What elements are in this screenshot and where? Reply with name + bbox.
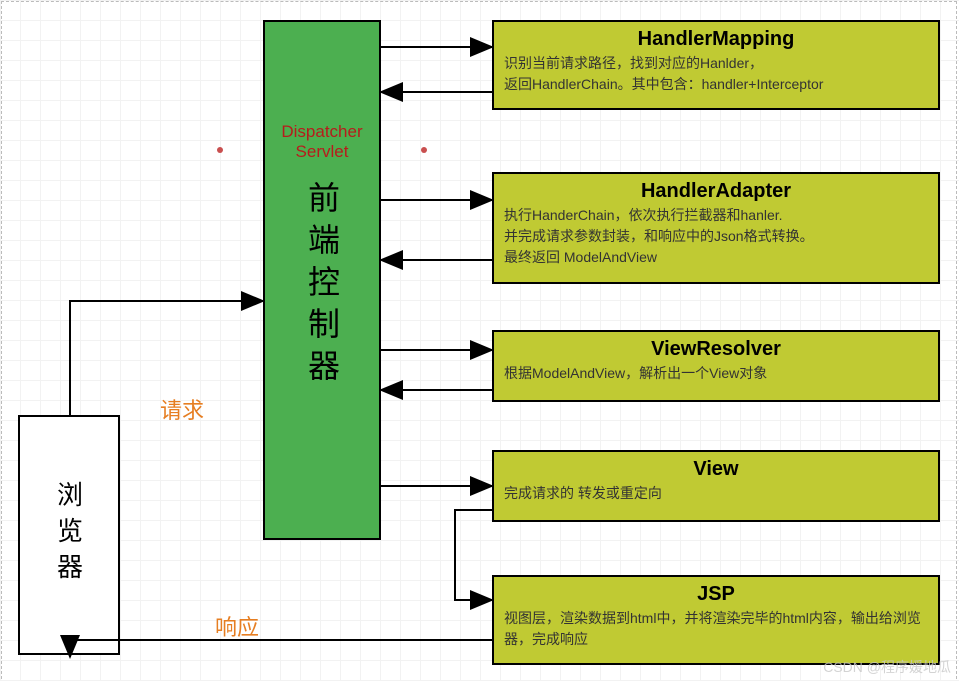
node-view: View 完成请求的 转发或重定向 (492, 450, 940, 522)
handler-mapping-title: HandlerMapping (494, 22, 938, 53)
node-jsp: JSP 视图层，渲染数据到html中，并将渲染完毕的html内容，输出给浏览器，… (492, 575, 940, 665)
edge-label-response: 响应 (215, 610, 259, 642)
dispatcher-label-cn: 前端控制器 (299, 181, 345, 391)
node-handler-adapter: HandlerAdapter 执行HanderChain，依次执行拦截器和han… (492, 172, 940, 284)
node-view-resolver: ViewResolver 根据ModelAndView，解析出一个View对象 (492, 330, 940, 402)
view-title: View (494, 452, 938, 483)
handle-dot (217, 147, 223, 153)
browser-label: 浏览器 (51, 481, 88, 589)
jsp-desc: 视图层，渲染数据到html中，并将渲染完毕的html内容，输出给浏览器，完成响应 (494, 608, 938, 658)
view-desc: 完成请求的 转发或重定向 (494, 483, 938, 512)
watermark: CSDN @程序媛地瓜 (823, 657, 951, 677)
handle-dot (421, 147, 427, 153)
view-resolver-desc: 根据ModelAndView，解析出一个View对象 (494, 363, 938, 392)
edge-label-request: 请求 (160, 393, 204, 425)
handler-adapter-desc: 执行HanderChain，依次执行拦截器和hanler. 并完成请求参数封装，… (494, 205, 938, 276)
node-dispatcher: Dispatcher Servlet 前端控制器 (263, 20, 381, 540)
jsp-title: JSP (494, 577, 938, 608)
view-resolver-title: ViewResolver (494, 332, 938, 363)
node-handler-mapping: HandlerMapping 识别当前请求路径，找到对应的Hanlder， 返回… (492, 20, 940, 110)
handler-adapter-title: HandlerAdapter (494, 174, 938, 205)
dispatcher-label-en: Dispatcher Servlet (265, 122, 379, 163)
node-browser: 浏览器 (18, 415, 120, 655)
handler-mapping-desc: 识别当前请求路径，找到对应的Hanlder， 返回HandlerChain。其中… (494, 53, 938, 103)
